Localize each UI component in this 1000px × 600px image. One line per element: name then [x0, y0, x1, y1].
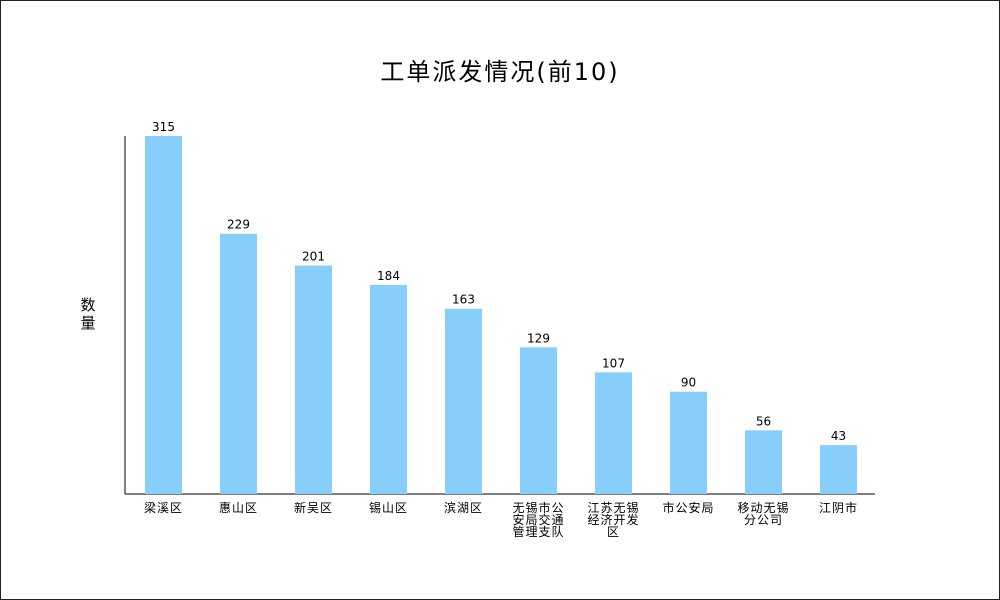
- data-label: 163: [452, 293, 475, 307]
- bar: [745, 430, 782, 494]
- bar: [820, 445, 857, 494]
- category-tick-label: 江苏无锡: [587, 500, 639, 515]
- y-axis-label: 数量: [80, 296, 96, 332]
- category-tick-label: 新吴区: [294, 500, 333, 515]
- category-tick-label: 分公司: [744, 513, 783, 527]
- category-tick-label: 管理支队: [512, 524, 564, 539]
- bar: [295, 265, 332, 494]
- data-label: 201: [302, 250, 325, 264]
- data-label: 90: [681, 376, 696, 390]
- category-tick-label: 市公安局: [662, 500, 714, 515]
- bar: [370, 284, 407, 494]
- category-tick-label: 无锡市公: [512, 500, 564, 515]
- bar: [220, 233, 257, 494]
- data-label: 43: [831, 429, 846, 443]
- category-tick-label: 安局交通: [512, 512, 564, 527]
- category-tick-label: 惠山区: [219, 501, 258, 515]
- data-label: 184: [377, 269, 400, 283]
- category-tick-label: 梁溪区: [144, 500, 183, 515]
- category-tick-label: 经济开发: [587, 512, 639, 527]
- bar: [595, 372, 632, 494]
- chart-title: 工单派发情况(前10): [380, 58, 620, 86]
- bar: [520, 347, 557, 494]
- category-tick-label: 区: [607, 525, 620, 539]
- bar: [145, 136, 182, 494]
- category-tick-label: 移动无锡: [737, 500, 789, 515]
- category-tick-label: 江阴市: [819, 500, 858, 515]
- data-label: 56: [756, 414, 771, 428]
- category-tick-label: 滨湖区: [444, 500, 483, 515]
- category-tick-label: 锡山区: [369, 500, 408, 515]
- data-label: 129: [527, 331, 550, 345]
- data-label: 107: [602, 356, 625, 370]
- bar: [445, 308, 482, 494]
- data-label: 229: [227, 218, 250, 232]
- bar: [670, 391, 707, 494]
- data-label: 315: [152, 120, 175, 134]
